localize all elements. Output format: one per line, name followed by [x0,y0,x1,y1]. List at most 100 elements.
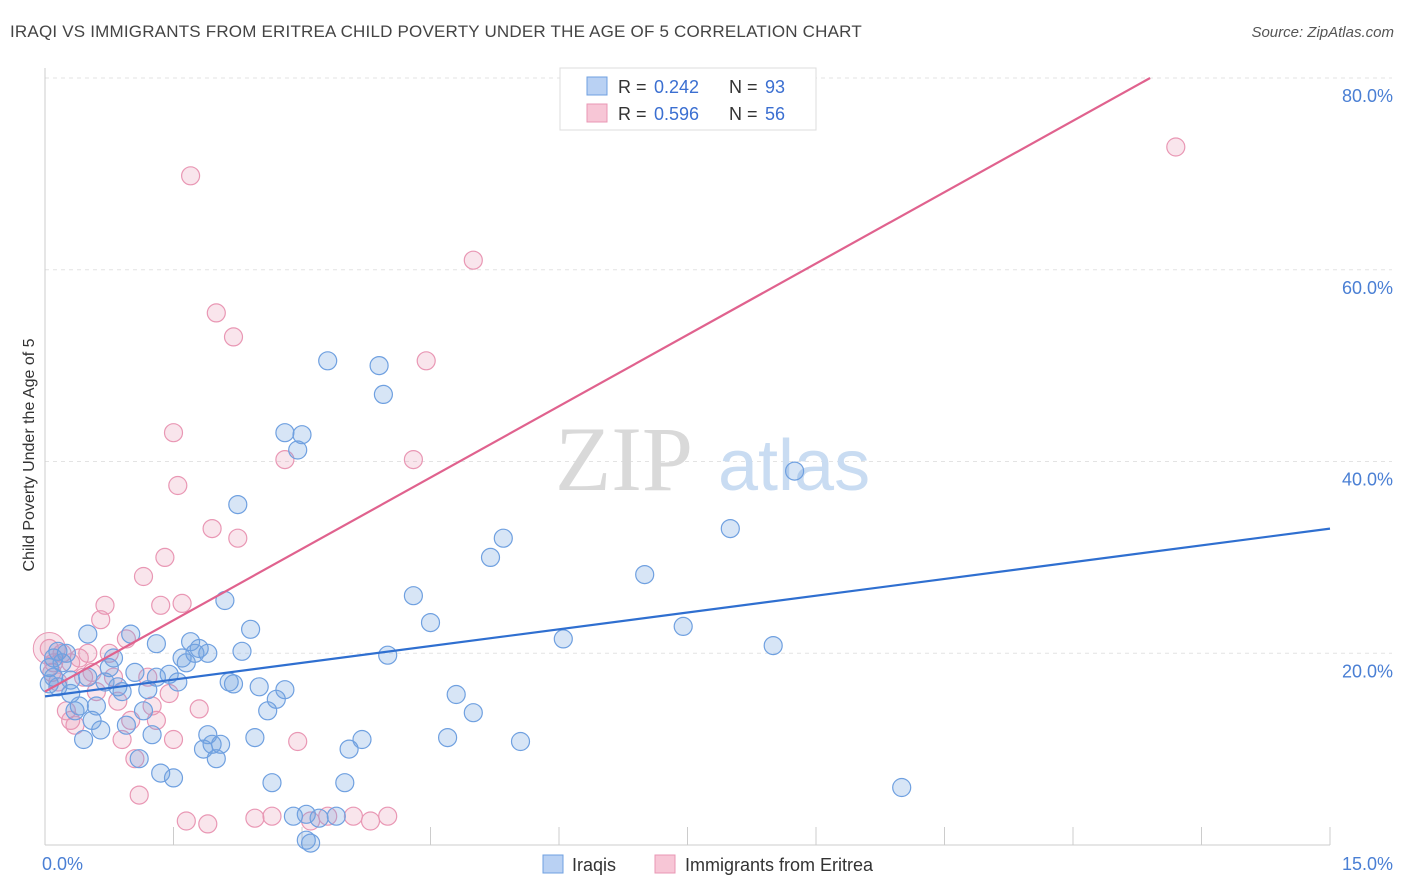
point-eritrea-36 [198,814,218,834]
point-iraqi-88 [784,461,805,481]
point-eritrea-50 [403,450,423,470]
point-iraqi-25 [125,662,145,683]
point-iraqi-74 [378,645,398,665]
point-eritrea-22 [129,785,149,805]
x-tick-label-0: 0.0% [42,854,83,874]
point-iraqi-56 [262,773,282,793]
y-tick-label-2: 60.0% [1342,278,1393,298]
point-iraqi-29 [142,725,162,745]
point-iraqi-86 [720,518,740,539]
y-tick-label-3: 80.0% [1342,86,1393,106]
point-iraqi-65 [301,833,321,853]
legend-r-label-iraqi: R = [618,77,647,97]
point-eritrea-40 [228,528,248,548]
point-iraqi-1 [39,657,59,678]
point-eritrea-28 [155,547,175,568]
point-iraqi-7 [56,643,77,663]
point-iraqi-68 [326,806,346,826]
point-iraqi-18 [95,672,115,692]
watermark-zip: ZIP [555,408,693,510]
trend-line-iraqi [44,527,1331,698]
y-tick-label-1: 40.0% [1342,470,1393,490]
point-eritrea-47 [343,806,363,826]
point-eritrea-34 [181,166,201,186]
point-iraqi-80 [480,547,501,568]
point-iraqi-76 [420,612,441,633]
legend-n-label-iraqi: N = [729,77,758,97]
point-iraqi-66 [309,808,329,828]
point-eritrea-14 [95,595,115,615]
point-eritrea-33 [176,811,196,831]
point-iraqi-75 [403,586,423,606]
axes [44,68,1331,846]
bottom-legend-swatch-iraqi [542,854,564,874]
x-tick-label-1: 15.0% [1342,854,1393,874]
point-eritrea-30 [163,423,184,443]
x-tick-labels: 0.0% 15.0% [42,854,1393,874]
chart-title: IRAQI VS IMMIGRANTS FROM ERITREA CHILD P… [10,22,862,41]
point-iraqi-52 [241,619,261,639]
point-iraqi-46 [211,734,231,754]
point-iraqi-53 [245,727,265,748]
point-eritrea-17 [108,691,128,711]
legend-r-value-iraqi: 0.242 [654,77,699,97]
trend-line-eritrea [44,77,1151,693]
point-iraqi-34 [163,768,184,788]
point-eritrea-38 [206,303,226,323]
point-iraqi-84 [635,564,655,585]
series-eritrea-points [32,137,1186,834]
y-tick-label-0: 20.0% [1342,661,1393,681]
legend-r-label-eritrea: R = [618,104,647,124]
point-iraqi-42 [198,725,218,745]
legend-box: R = 0.242 N = 93 R = 0.596 N = 56 [559,67,817,131]
point-iraqi-78 [446,684,466,705]
bottom-legend-label-iraqi: Iraqis [572,855,616,875]
legend-swatch-iraqi [586,76,608,96]
legend-n-value-eritrea: 56 [765,104,785,124]
point-iraqi-89 [892,777,912,798]
point-eritrea-32 [172,593,192,614]
trend-lines [44,77,1331,698]
point-iraqi-23 [116,715,137,735]
source-label: Source: ZipAtlas.com [1251,24,1394,41]
point-iraqi-26 [129,749,149,769]
point-iraqi-17 [91,720,111,740]
point-iraqi-70 [339,739,359,759]
point-eritrea-51 [416,351,436,371]
bottom-legend-label-eritrea: Immigrants from Eritrea [685,855,874,875]
grid-lines [45,77,1392,654]
point-iraqi-83 [553,629,573,649]
legend-swatch-eritrea [586,103,608,123]
point-eritrea-48 [360,811,381,831]
point-eritrea-21 [125,749,145,769]
point-iraqi-82 [510,731,531,752]
point-iraqi-72 [369,356,389,376]
point-iraqi-81 [493,528,513,548]
point-eritrea-18 [112,729,132,750]
legend-n-value-iraqi: 93 [765,77,785,97]
point-iraqi-54 [249,677,269,697]
point-iraqi-71 [352,729,372,750]
bottom-legend-swatch-eritrea [654,854,676,874]
point-iraqi-32 [151,763,171,783]
watermark-atlas: atlas [718,426,870,506]
point-eritrea-41 [245,808,265,828]
y-axis-label: Child Poverty Under the Age of 5 [21,338,38,571]
point-eritrea-55 [1166,137,1186,157]
point-iraqi-87 [763,635,783,656]
point-iraqi-62 [292,425,312,445]
point-eritrea-39 [223,327,244,347]
point-iraqi-13 [78,624,98,644]
point-eritrea-10 [78,643,98,663]
point-iraqi-69 [335,773,355,793]
point-iraqi-79 [463,703,483,723]
point-eritrea-35 [189,699,209,719]
point-eritrea-13 [91,610,111,630]
y-tick-labels: 20.0% 40.0% 60.0% 80.0% [1342,86,1393,681]
series-iraqi-points [39,351,912,853]
point-eritrea-27 [151,595,171,615]
point-iraqi-12 [73,729,94,750]
point-iraqi-73 [373,384,393,404]
point-iraqi-61 [288,440,308,460]
point-eritrea-49 [378,806,398,826]
